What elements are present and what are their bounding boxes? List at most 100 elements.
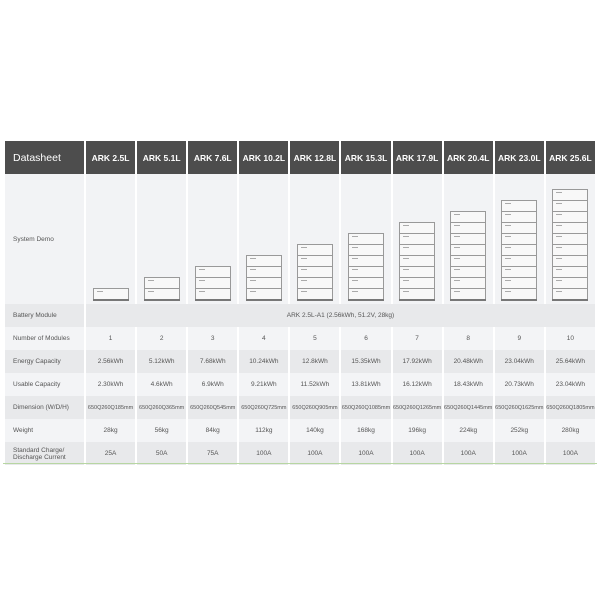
table-cell: 20.48kWh (443, 350, 493, 373)
table-row: Energy Capacity 2.56kWh 5.12kWh 7.68kWh 10.2… (5, 350, 595, 373)
table-cell: 17.92kWh (392, 350, 442, 373)
battery-module-icon (348, 266, 385, 277)
battery-module-icon (348, 277, 385, 288)
battery-module-icon (348, 255, 385, 266)
table-cell: 10.24kWh (239, 350, 289, 373)
battery-module-value: ARK 2.5L-A1 (2.56kWh, 51.2V, 28kg) (86, 304, 595, 327)
battery-stack-image (501, 200, 538, 301)
battery-module-icon (501, 211, 538, 222)
table-cell: 7 (392, 327, 442, 350)
table-cell: 196kg (392, 419, 442, 442)
battery-module-icon (296, 288, 333, 299)
table-cell: 100A (290, 442, 340, 465)
battery-module-icon (501, 233, 538, 244)
table-cell: 15.35kWh (341, 350, 391, 373)
table-cell: 84kg (188, 419, 238, 442)
table-cell: 650Q260Q185mm (86, 396, 136, 419)
table-cell: 650Q260Q905mm (290, 396, 340, 419)
stack-base (348, 299, 385, 301)
model-header: ARK 10.2L (239, 141, 289, 174)
battery-module-icon (399, 233, 436, 244)
model-header: ARK 25.6L (545, 141, 595, 174)
battery-module-icon (296, 255, 333, 266)
table-cell: 13.81kWh (341, 373, 391, 396)
row-label: Number of Modules (5, 327, 84, 350)
table-cell: 12.8kWh (290, 350, 340, 373)
stack-base (552, 299, 589, 301)
model-header: ARK 15.3L (341, 141, 391, 174)
model-header: ARK 17.9L (392, 141, 442, 174)
table-cell: 23.04kWh (494, 350, 544, 373)
battery-module-icon (399, 255, 436, 266)
battery-module-icon (450, 233, 487, 244)
table-cell: 650Q260Q1445mm (443, 396, 493, 419)
system-demo-cell (494, 174, 544, 304)
table-cell: 9.21kWh (239, 373, 289, 396)
row-label: Battery Module (5, 304, 84, 327)
row-label: Weight (5, 419, 84, 442)
battery-stack-image (296, 244, 333, 301)
system-demo-cell (545, 174, 595, 304)
table-cell: 650Q260Q1805mm (545, 396, 595, 419)
stack-base (296, 299, 333, 301)
battery-module-icon (296, 244, 333, 255)
row-label: Energy Capacity (5, 350, 84, 373)
battery-module-icon (552, 233, 589, 244)
table-row: Usable Capacity 2.30kWh 4.6kWh 6.9kWh 9.21kW… (5, 373, 595, 396)
model-header: ARK 7.6L (188, 141, 238, 174)
table-cell: 650Q260Q365mm (137, 396, 187, 419)
system-demo-cell (392, 174, 442, 304)
system-demo-cell (443, 174, 493, 304)
table-cell: 112kg (239, 419, 289, 442)
table-cell: 100A (494, 442, 544, 465)
table-cell: 10 (545, 327, 595, 350)
battery-module-icon (552, 277, 589, 288)
table-cell: 75A (188, 442, 238, 465)
stack-base (143, 299, 180, 301)
table-cell: 25.64kWh (545, 350, 595, 373)
battery-module-icon (296, 277, 333, 288)
battery-module-icon (399, 288, 436, 299)
battery-module-icon (552, 211, 589, 222)
battery-module-icon (399, 266, 436, 277)
table-cell: 6 (341, 327, 391, 350)
table-cell: 650Q260Q1265mm (392, 396, 442, 419)
row-label: Dimension (W/D/H) (5, 396, 84, 419)
row-label: System Demo (5, 174, 84, 304)
battery-module-icon (143, 288, 180, 299)
battery-module-icon (450, 211, 487, 222)
battery-module-icon (450, 288, 487, 299)
battery-stack-image (194, 266, 231, 301)
table-cell: 9 (494, 327, 544, 350)
table-cell: 50A (137, 442, 187, 465)
table-cell: 3 (188, 327, 238, 350)
table-cell: 2.30kWh (86, 373, 136, 396)
battery-module-icon (296, 266, 333, 277)
battery-module-icon (450, 277, 487, 288)
battery-module-icon (399, 222, 436, 233)
model-header: ARK 5.1L (137, 141, 187, 174)
table-cell: 650Q260Q1085mm (341, 396, 391, 419)
system-demo-cell (341, 174, 391, 304)
table-cell: 2 (137, 327, 187, 350)
table-cell: 8 (443, 327, 493, 350)
battery-module-icon (348, 288, 385, 299)
battery-module-icon (194, 288, 231, 299)
battery-stack-image (348, 233, 385, 301)
table-cell: 20.73kWh (494, 373, 544, 396)
table-cell: 100A (443, 442, 493, 465)
battery-module-icon (245, 255, 282, 266)
table-cell: 7.68kWh (188, 350, 238, 373)
table-bottom-line (3, 463, 597, 464)
table-cell: 650Q260Q1625mm (494, 396, 544, 419)
table-cell: 6.9kWh (188, 373, 238, 396)
battery-module-icon (501, 222, 538, 233)
battery-module-icon (501, 288, 538, 299)
battery-stack-image (92, 288, 129, 301)
table-row: Dimension (W/D/H) 650Q260Q185mm 650Q260Q36… (5, 396, 595, 419)
datasheet-table: Datasheet ARK 2.5L ARK 5.1L ARK 7.6L ARK 10.… (3, 141, 597, 465)
stack-base (450, 299, 487, 301)
stack-base (501, 299, 538, 301)
battery-module-icon (399, 244, 436, 255)
model-header: ARK 23.0L (494, 141, 544, 174)
